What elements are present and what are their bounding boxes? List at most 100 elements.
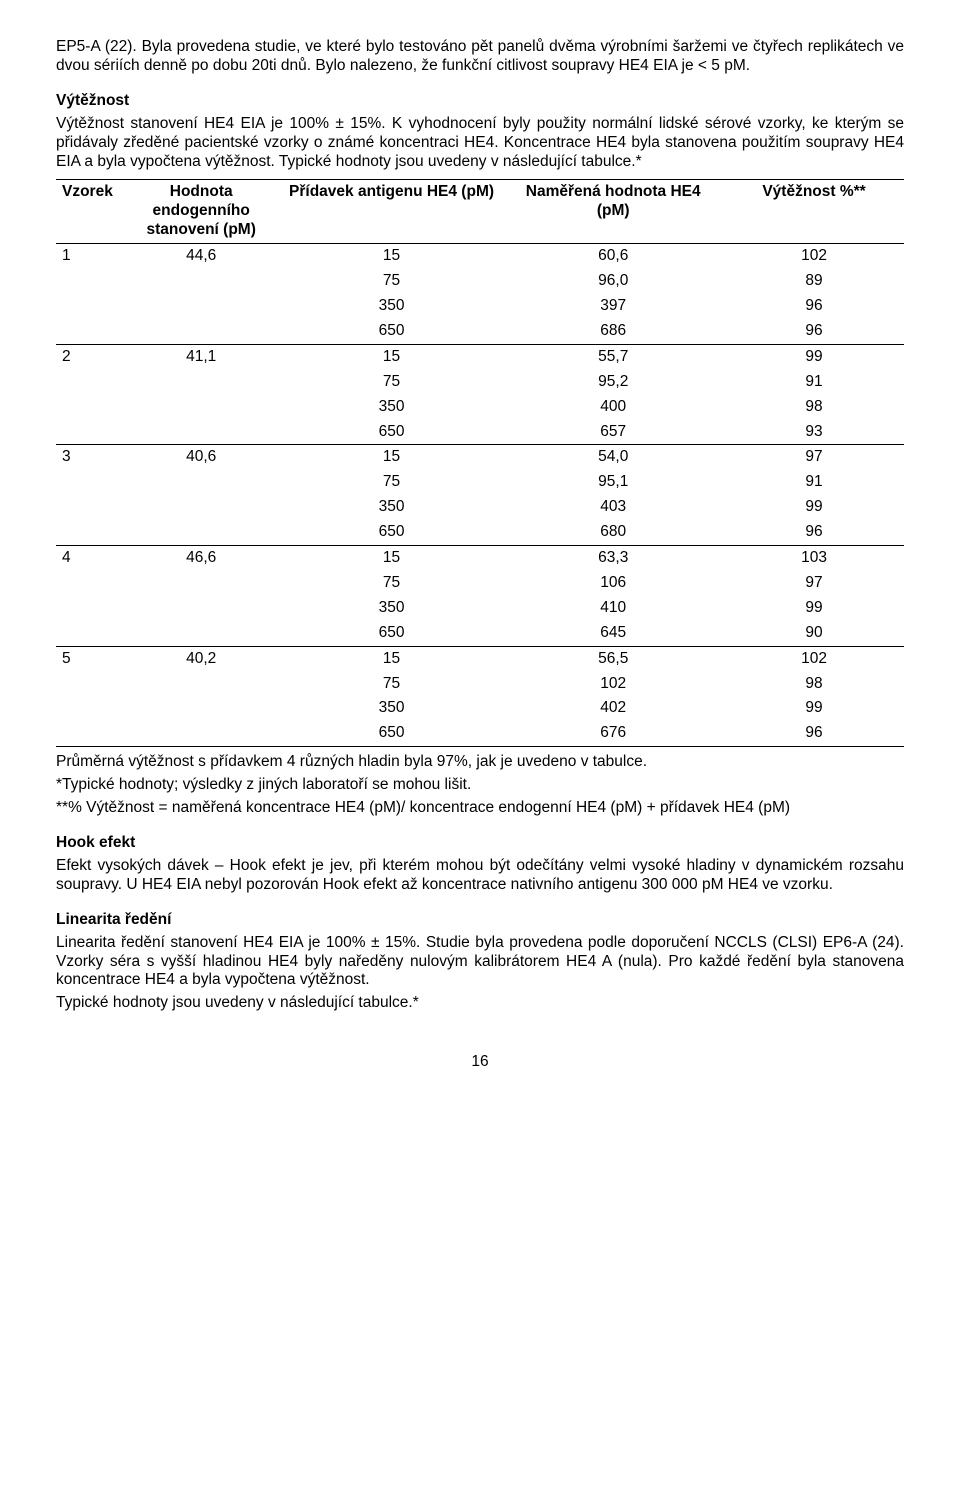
cell-spike: 15 [281, 546, 503, 571]
cell-endogenous [122, 294, 281, 319]
cell-endogenous: 46,6 [122, 546, 281, 571]
cell-sample-index [56, 621, 122, 646]
cell-recovery: 91 [724, 370, 904, 395]
cell-endogenous [122, 520, 281, 545]
table-row: 35040299 [56, 696, 904, 721]
cell-sample-index: 4 [56, 546, 122, 571]
cell-measured: 402 [502, 696, 724, 721]
cell-recovery: 96 [724, 294, 904, 319]
cell-recovery: 97 [724, 571, 904, 596]
cell-endogenous [122, 269, 281, 294]
cell-sample-index [56, 596, 122, 621]
table-row: 35040399 [56, 495, 904, 520]
table-row: 65068696 [56, 319, 904, 344]
cell-recovery: 99 [724, 596, 904, 621]
table-row: 35039796 [56, 294, 904, 319]
cell-measured: 676 [502, 721, 724, 746]
table-row: 144,61560,6102 [56, 244, 904, 269]
cell-sample-index [56, 520, 122, 545]
cell-recovery: 96 [724, 520, 904, 545]
cell-spike: 15 [281, 244, 503, 269]
cell-endogenous: 40,2 [122, 646, 281, 671]
cell-recovery: 96 [724, 319, 904, 344]
cell-spike: 350 [281, 696, 503, 721]
section-title-recovery: Výtěžnost [56, 92, 904, 111]
table-header-row: Vzorek Hodnota endogenního stanovení (pM… [56, 180, 904, 244]
cell-spike: 15 [281, 344, 503, 369]
cell-sample-index [56, 294, 122, 319]
table-footnote-typical: *Typické hodnoty; výsledky z jiných labo… [56, 776, 904, 795]
cell-recovery: 102 [724, 244, 904, 269]
section-body-recovery: Výtěžnost stanovení HE4 EIA je 100% ± 15… [56, 115, 904, 172]
cell-spike: 15 [281, 646, 503, 671]
section-body-hook: Efekt vysokých dávek – Hook efekt je jev… [56, 857, 904, 895]
cell-endogenous [122, 470, 281, 495]
cell-spike: 650 [281, 621, 503, 646]
cell-sample-index [56, 571, 122, 596]
table-row: 7596,089 [56, 269, 904, 294]
table-row: 340,61554,097 [56, 445, 904, 470]
cell-measured: 400 [502, 395, 724, 420]
cell-recovery: 99 [724, 344, 904, 369]
cell-measured: 95,2 [502, 370, 724, 395]
cell-recovery: 103 [724, 546, 904, 571]
col-header-spike: Přídavek antigenu HE4 (pM) [281, 180, 503, 244]
cell-measured: 54,0 [502, 445, 724, 470]
table-row: 65065793 [56, 420, 904, 445]
cell-sample-index [56, 696, 122, 721]
section-title-hook: Hook efekt [56, 834, 904, 853]
cell-recovery: 98 [724, 672, 904, 697]
cell-measured: 410 [502, 596, 724, 621]
cell-measured: 56,5 [502, 646, 724, 671]
cell-endogenous [122, 571, 281, 596]
cell-endogenous [122, 395, 281, 420]
table-row: 540,21556,5102 [56, 646, 904, 671]
cell-recovery: 89 [724, 269, 904, 294]
table-row: 65064590 [56, 621, 904, 646]
cell-spike: 350 [281, 395, 503, 420]
cell-endogenous [122, 721, 281, 746]
cell-spike: 350 [281, 495, 503, 520]
cell-sample-index [56, 721, 122, 746]
cell-measured: 645 [502, 621, 724, 646]
section-title-linearity: Linearita ředění [56, 911, 904, 930]
cell-spike: 350 [281, 294, 503, 319]
col-header-recovery: Výtěžnost %** [724, 180, 904, 244]
cell-recovery: 97 [724, 445, 904, 470]
cell-spike: 75 [281, 370, 503, 395]
cell-measured: 403 [502, 495, 724, 520]
cell-measured: 95,1 [502, 470, 724, 495]
cell-endogenous [122, 672, 281, 697]
table-row: 7510298 [56, 672, 904, 697]
cell-spike: 75 [281, 269, 503, 294]
cell-recovery: 99 [724, 696, 904, 721]
page-number: 16 [56, 1053, 904, 1072]
cell-spike: 350 [281, 596, 503, 621]
cell-sample-index [56, 319, 122, 344]
table-row: 7595,191 [56, 470, 904, 495]
cell-sample-index [56, 672, 122, 697]
cell-spike: 650 [281, 721, 503, 746]
cell-measured: 55,7 [502, 344, 724, 369]
cell-measured: 686 [502, 319, 724, 344]
col-header-sample: Vzorek [56, 180, 122, 244]
cell-recovery: 102 [724, 646, 904, 671]
table-row: 241,11555,799 [56, 344, 904, 369]
cell-endogenous [122, 596, 281, 621]
cell-endogenous [122, 495, 281, 520]
cell-sample-index [56, 269, 122, 294]
table-row: 65068096 [56, 520, 904, 545]
cell-endogenous [122, 420, 281, 445]
cell-spike: 75 [281, 571, 503, 596]
cell-endogenous [122, 319, 281, 344]
cell-measured: 680 [502, 520, 724, 545]
cell-measured: 63,3 [502, 546, 724, 571]
intro-paragraph: EP5-A (22). Byla provedena studie, ve kt… [56, 38, 904, 76]
cell-endogenous [122, 696, 281, 721]
cell-recovery: 90 [724, 621, 904, 646]
cell-measured: 657 [502, 420, 724, 445]
table-footnote-avg: Průměrná výtěžnost s přídavkem 4 různých… [56, 753, 904, 772]
cell-endogenous: 41,1 [122, 344, 281, 369]
cell-recovery: 91 [724, 470, 904, 495]
cell-spike: 15 [281, 445, 503, 470]
